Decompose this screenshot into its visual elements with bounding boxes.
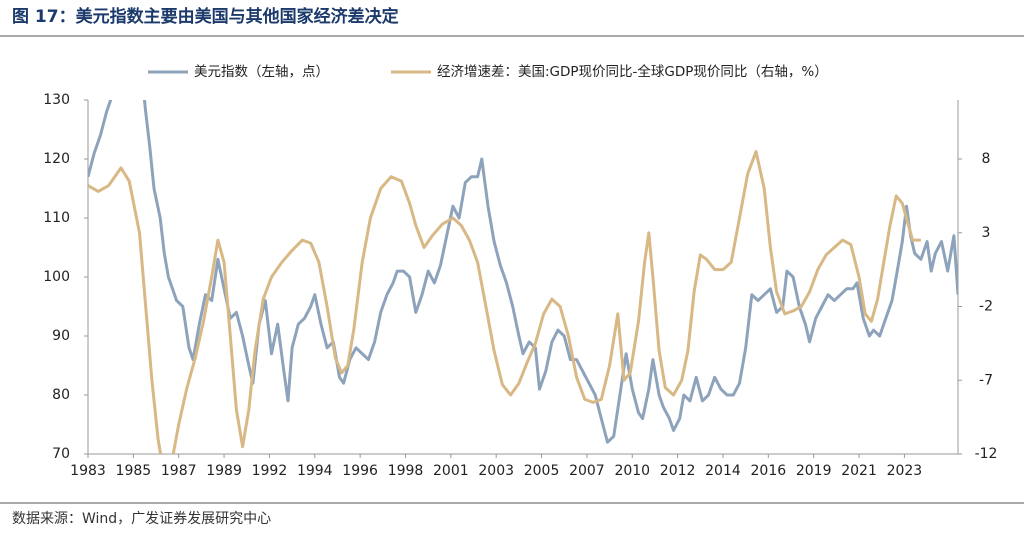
x-tick-label: 2014: [705, 463, 741, 479]
chart-title: 图 17：美元指数主要由美国与其他国家经济差决定: [12, 6, 399, 27]
series-line: [88, 100, 958, 444]
y-tick-label: 120: [43, 151, 70, 167]
y2-tick-label: -7: [979, 372, 993, 388]
x-tick-label: 2001: [433, 463, 469, 479]
source-note: 数据来源：Wind，广发证券发展研究中心: [12, 511, 271, 527]
x-tick-label: 1994: [297, 463, 333, 479]
y-tick-label: 130: [43, 92, 70, 108]
x-tick-label: 1985: [116, 463, 152, 479]
x-tick-label: 2005: [524, 463, 560, 479]
plot-area: [88, 100, 958, 454]
y2-tick-label: 8: [982, 151, 991, 167]
x-tick-label: 1992: [252, 463, 288, 479]
y-tick-label: 90: [52, 328, 70, 344]
x-tick-label: 1987: [161, 463, 197, 479]
x-tick-label: 2003: [478, 463, 514, 479]
series-line: [88, 150, 921, 454]
x-tick-label: 2023: [887, 463, 923, 479]
x-tick-label: 2007: [569, 463, 605, 479]
y2-tick-label: 3: [982, 225, 991, 241]
y2-tick-label: -2: [979, 299, 993, 315]
y-tick-label: 110: [43, 210, 70, 226]
y-tick-label: 70: [52, 446, 70, 462]
x-tick-label: 2012: [660, 463, 696, 479]
legend-label: 美元指数（左轴，点）: [194, 64, 329, 80]
legend-label: 经济增速差：美国:GDP现价同比-全球GDP现价同比（右轴，%）: [437, 63, 828, 80]
x-tick-label: 2019: [796, 463, 832, 479]
x-tick-label: 1998: [388, 463, 424, 479]
y-tick-label: 80: [52, 387, 70, 403]
x-tick-label: 2016: [751, 463, 787, 479]
y2-tick-label: -12: [975, 446, 998, 462]
x-tick-label: 2010: [614, 463, 650, 479]
x-tick-label: 1989: [206, 463, 242, 479]
x-tick-label: 1983: [70, 463, 106, 479]
x-tick-label: 1996: [342, 463, 378, 479]
y-tick-label: 100: [43, 269, 70, 285]
x-tick-label: 2021: [841, 463, 877, 479]
